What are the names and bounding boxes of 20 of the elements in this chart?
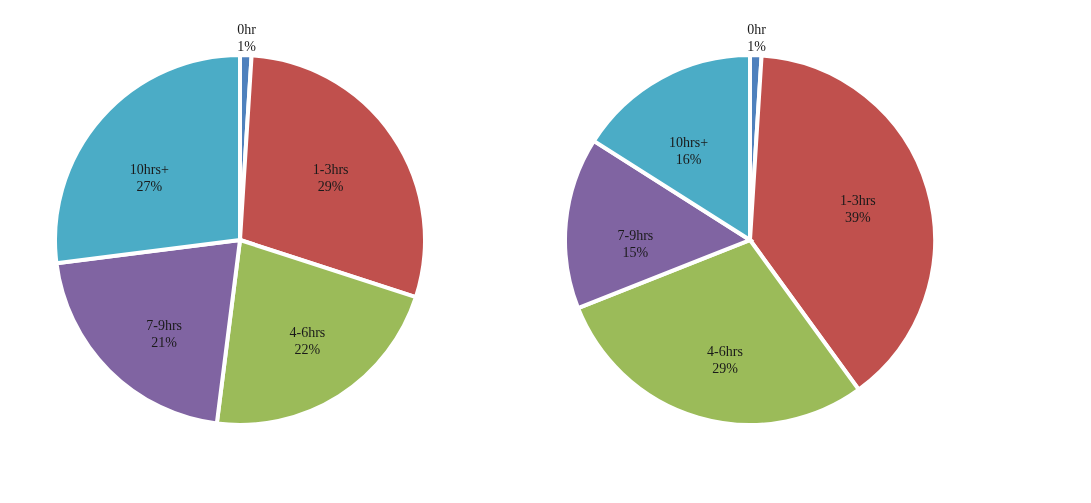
data-label: 15% (622, 245, 649, 261)
data-label: 29% (317, 178, 344, 194)
data-label: 1% (747, 39, 767, 55)
data-label: 21% (151, 335, 178, 351)
data-label: 1% (237, 39, 257, 55)
slice-label: 1-3hrs (840, 193, 876, 209)
data-label: 16% (675, 152, 702, 168)
data-label: 27% (136, 178, 163, 194)
slice-label: 0hr (237, 22, 257, 38)
data-label: 39% (845, 210, 872, 226)
slice-label: 0hr (747, 22, 767, 38)
slice-label: 4-6hrs (289, 324, 326, 340)
slice-label: 10hrs+ (669, 135, 709, 151)
slice-label: 7-9hrs (146, 318, 183, 334)
slice-label: 4-6hrs (707, 343, 743, 359)
slice-label: 10hrs+ (129, 161, 169, 177)
slice-label: 1-3hrs (312, 161, 349, 177)
data-label: 22% (294, 341, 321, 357)
slice-label: 7-9hrs (617, 228, 654, 244)
data-label: 29% (712, 360, 739, 376)
